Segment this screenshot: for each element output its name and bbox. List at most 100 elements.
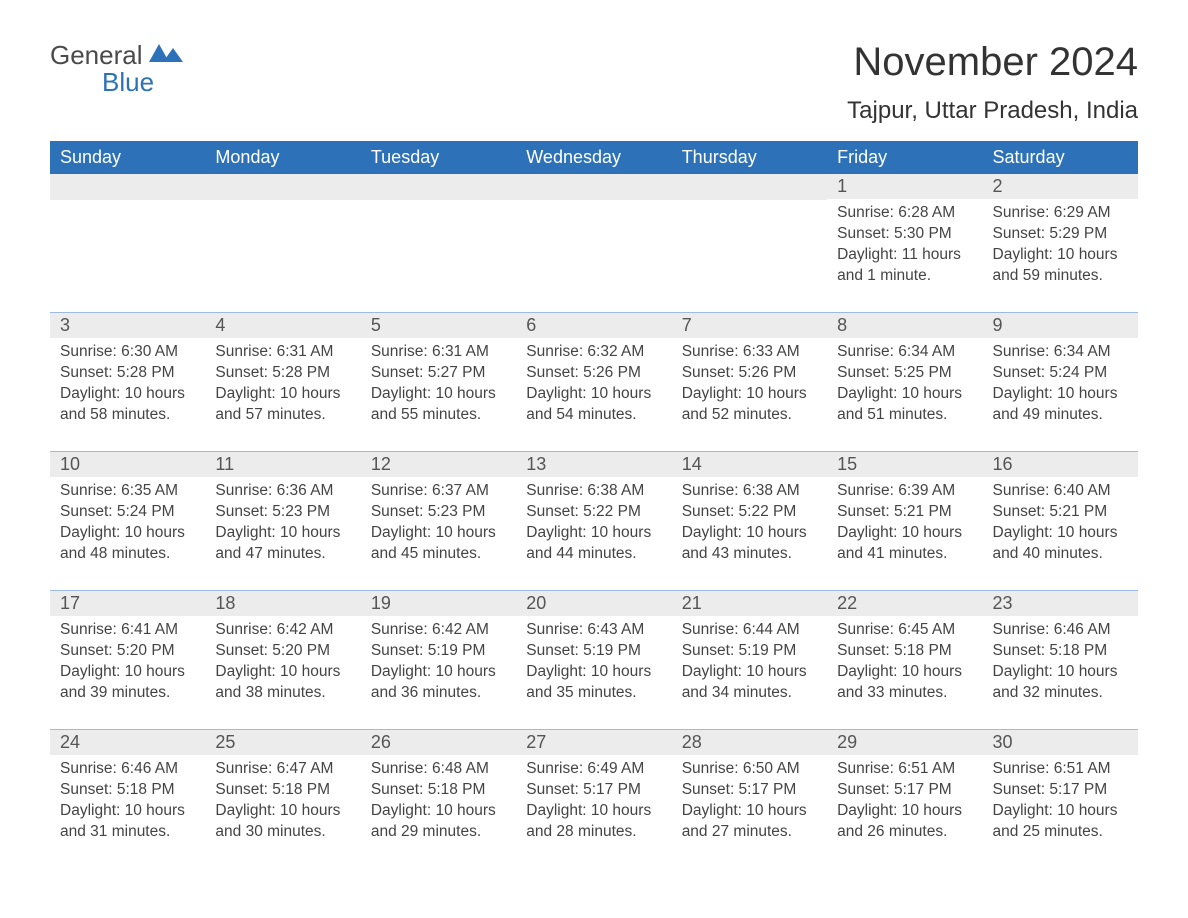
daylight-text: Daylight: 10 hours and 38 minutes. — [215, 662, 350, 704]
sunrise-text: Sunrise: 6:43 AM — [526, 620, 661, 641]
day-body: Sunrise: 6:28 AMSunset: 5:30 PMDaylight:… — [827, 199, 982, 293]
day-cell — [516, 174, 671, 294]
month-title: November 2024 — [847, 40, 1138, 85]
day-number: 30 — [983, 730, 1138, 755]
daylight-text: Daylight: 10 hours and 44 minutes. — [526, 523, 661, 565]
sunset-text: Sunset: 5:22 PM — [682, 502, 817, 523]
day-cell: 18Sunrise: 6:42 AMSunset: 5:20 PMDayligh… — [205, 591, 360, 711]
day-body: Sunrise: 6:39 AMSunset: 5:21 PMDaylight:… — [827, 477, 982, 571]
sunrise-text: Sunrise: 6:36 AM — [215, 481, 350, 502]
day-body: Sunrise: 6:44 AMSunset: 5:19 PMDaylight:… — [672, 616, 827, 710]
day-body: Sunrise: 6:35 AMSunset: 5:24 PMDaylight:… — [50, 477, 205, 571]
sunrise-text: Sunrise: 6:31 AM — [371, 342, 506, 363]
day-cell: 8Sunrise: 6:34 AMSunset: 5:25 PMDaylight… — [827, 313, 982, 433]
daylight-text: Daylight: 10 hours and 47 minutes. — [215, 523, 350, 565]
day-number: 4 — [205, 313, 360, 338]
dow-cell: Friday — [827, 141, 982, 174]
day-body: Sunrise: 6:32 AMSunset: 5:26 PMDaylight:… — [516, 338, 671, 432]
day-number: 15 — [827, 452, 982, 477]
daylight-text: Daylight: 10 hours and 25 minutes. — [993, 801, 1128, 843]
day-number: 16 — [983, 452, 1138, 477]
day-number: 8 — [827, 313, 982, 338]
sunrise-text: Sunrise: 6:34 AM — [837, 342, 972, 363]
sunrise-text: Sunrise: 6:37 AM — [371, 481, 506, 502]
sunset-text: Sunset: 5:17 PM — [993, 780, 1128, 801]
day-number: 29 — [827, 730, 982, 755]
day-body: Sunrise: 6:42 AMSunset: 5:19 PMDaylight:… — [361, 616, 516, 710]
day-body: Sunrise: 6:48 AMSunset: 5:18 PMDaylight:… — [361, 755, 516, 849]
day-number: 11 — [205, 452, 360, 477]
sunset-text: Sunset: 5:25 PM — [837, 363, 972, 384]
day-number: 12 — [361, 452, 516, 477]
daylight-text: Daylight: 10 hours and 33 minutes. — [837, 662, 972, 704]
day-body: Sunrise: 6:43 AMSunset: 5:19 PMDaylight:… — [516, 616, 671, 710]
sunrise-text: Sunrise: 6:28 AM — [837, 203, 972, 224]
daylight-text: Daylight: 10 hours and 29 minutes. — [371, 801, 506, 843]
daylight-text: Daylight: 10 hours and 45 minutes. — [371, 523, 506, 565]
day-body: Sunrise: 6:29 AMSunset: 5:29 PMDaylight:… — [983, 199, 1138, 293]
daylight-text: Daylight: 10 hours and 54 minutes. — [526, 384, 661, 426]
weeks-container: 1Sunrise: 6:28 AMSunset: 5:30 PMDaylight… — [50, 174, 1138, 850]
sunset-text: Sunset: 5:19 PM — [682, 641, 817, 662]
brand-logo: General Blue — [50, 40, 183, 98]
day-number: 18 — [205, 591, 360, 616]
daylight-text: Daylight: 10 hours and 26 minutes. — [837, 801, 972, 843]
day-cell — [672, 174, 827, 294]
day-cell: 10Sunrise: 6:35 AMSunset: 5:24 PMDayligh… — [50, 452, 205, 572]
sunrise-text: Sunrise: 6:31 AM — [215, 342, 350, 363]
location: Tajpur, Uttar Pradesh, India — [847, 97, 1138, 125]
daylight-text: Daylight: 10 hours and 31 minutes. — [60, 801, 195, 843]
day-body: Sunrise: 6:41 AMSunset: 5:20 PMDaylight:… — [50, 616, 205, 710]
sunset-text: Sunset: 5:17 PM — [682, 780, 817, 801]
day-body: Sunrise: 6:40 AMSunset: 5:21 PMDaylight:… — [983, 477, 1138, 571]
flag-icon — [149, 44, 183, 69]
day-cell: 16Sunrise: 6:40 AMSunset: 5:21 PMDayligh… — [983, 452, 1138, 572]
day-body: Sunrise: 6:47 AMSunset: 5:18 PMDaylight:… — [205, 755, 360, 849]
day-body: Sunrise: 6:49 AMSunset: 5:17 PMDaylight:… — [516, 755, 671, 849]
day-cell: 13Sunrise: 6:38 AMSunset: 5:22 PMDayligh… — [516, 452, 671, 572]
day-cell: 1Sunrise: 6:28 AMSunset: 5:30 PMDaylight… — [827, 174, 982, 294]
week-row: 1Sunrise: 6:28 AMSunset: 5:30 PMDaylight… — [50, 174, 1138, 294]
day-number: 3 — [50, 313, 205, 338]
day-cell: 4Sunrise: 6:31 AMSunset: 5:28 PMDaylight… — [205, 313, 360, 433]
day-number: 22 — [827, 591, 982, 616]
day-cell — [50, 174, 205, 294]
day-number: 21 — [672, 591, 827, 616]
day-cell: 12Sunrise: 6:37 AMSunset: 5:23 PMDayligh… — [361, 452, 516, 572]
daylight-text: Daylight: 10 hours and 55 minutes. — [371, 384, 506, 426]
daylight-text: Daylight: 10 hours and 48 minutes. — [60, 523, 195, 565]
brand-part2: Blue — [102, 67, 183, 98]
sunset-text: Sunset: 5:27 PM — [371, 363, 506, 384]
sunrise-text: Sunrise: 6:38 AM — [526, 481, 661, 502]
day-cell: 25Sunrise: 6:47 AMSunset: 5:18 PMDayligh… — [205, 730, 360, 850]
day-number: 24 — [50, 730, 205, 755]
daylight-text: Daylight: 10 hours and 40 minutes. — [993, 523, 1128, 565]
daylight-text: Daylight: 10 hours and 36 minutes. — [371, 662, 506, 704]
sunset-text: Sunset: 5:17 PM — [526, 780, 661, 801]
day-cell: 5Sunrise: 6:31 AMSunset: 5:27 PMDaylight… — [361, 313, 516, 433]
day-number: 6 — [516, 313, 671, 338]
day-cell — [205, 174, 360, 294]
day-body: Sunrise: 6:34 AMSunset: 5:25 PMDaylight:… — [827, 338, 982, 432]
day-body: Sunrise: 6:34 AMSunset: 5:24 PMDaylight:… — [983, 338, 1138, 432]
sunset-text: Sunset: 5:17 PM — [837, 780, 972, 801]
day-cell: 23Sunrise: 6:46 AMSunset: 5:18 PMDayligh… — [983, 591, 1138, 711]
dow-cell: Thursday — [672, 141, 827, 174]
empty-day-band — [361, 174, 516, 200]
day-body: Sunrise: 6:50 AMSunset: 5:17 PMDaylight:… — [672, 755, 827, 849]
dow-cell: Sunday — [50, 141, 205, 174]
day-cell: 28Sunrise: 6:50 AMSunset: 5:17 PMDayligh… — [672, 730, 827, 850]
daylight-text: Daylight: 10 hours and 43 minutes. — [682, 523, 817, 565]
day-number: 26 — [361, 730, 516, 755]
day-body: Sunrise: 6:45 AMSunset: 5:18 PMDaylight:… — [827, 616, 982, 710]
sunrise-text: Sunrise: 6:44 AM — [682, 620, 817, 641]
empty-day-band — [672, 174, 827, 200]
day-cell: 29Sunrise: 6:51 AMSunset: 5:17 PMDayligh… — [827, 730, 982, 850]
day-body: Sunrise: 6:51 AMSunset: 5:17 PMDaylight:… — [827, 755, 982, 849]
brand-part1: General — [50, 40, 143, 70]
day-body: Sunrise: 6:33 AMSunset: 5:26 PMDaylight:… — [672, 338, 827, 432]
sunset-text: Sunset: 5:19 PM — [371, 641, 506, 662]
sunrise-text: Sunrise: 6:51 AM — [837, 759, 972, 780]
empty-day-band — [516, 174, 671, 200]
day-cell: 24Sunrise: 6:46 AMSunset: 5:18 PMDayligh… — [50, 730, 205, 850]
